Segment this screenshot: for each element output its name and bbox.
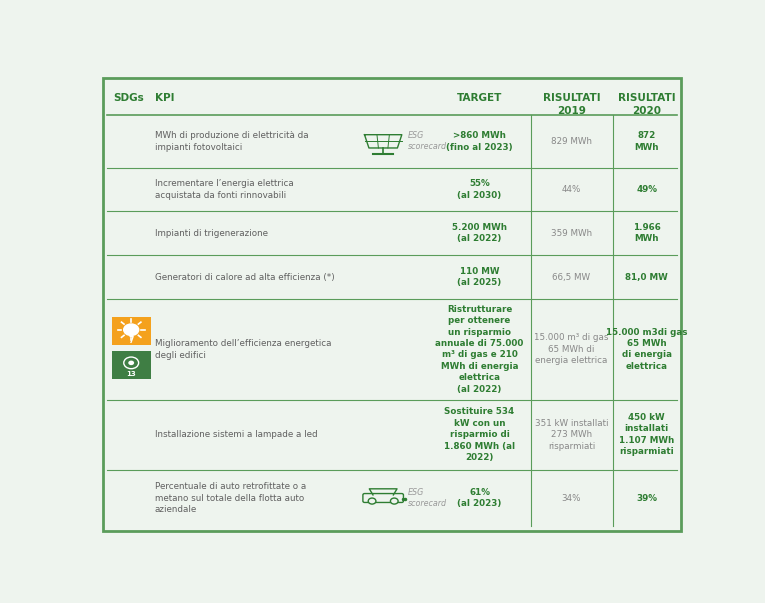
- FancyBboxPatch shape: [112, 317, 151, 345]
- Text: RISULTATI
2020: RISULTATI 2020: [618, 93, 675, 116]
- Circle shape: [368, 498, 376, 504]
- Text: 351 kW installati
273 MWh
risparmiati: 351 kW installati 273 MWh risparmiati: [535, 418, 608, 450]
- Text: 55%
(al 2030): 55% (al 2030): [457, 179, 502, 200]
- Text: 39%: 39%: [636, 493, 657, 502]
- Text: 110 MW
(al 2025): 110 MW (al 2025): [457, 267, 502, 287]
- Text: >860 MWh
(fino al 2023): >860 MWh (fino al 2023): [446, 131, 513, 151]
- Text: 44%: 44%: [562, 185, 581, 194]
- Text: 359 MWh: 359 MWh: [551, 229, 592, 238]
- Text: 872
MWh: 872 MWh: [634, 131, 659, 151]
- Text: Incrementare l’energia elettrica
acquistata da fonti rinnovabili: Incrementare l’energia elettrica acquist…: [155, 179, 294, 200]
- Text: ESG
scorecard: ESG scorecard: [408, 131, 448, 151]
- Text: 66,5 MW: 66,5 MW: [552, 273, 591, 282]
- Text: Installazione sistemi a lampade a led: Installazione sistemi a lampade a led: [155, 430, 317, 439]
- Text: 1.966
MWh: 1.966 MWh: [633, 223, 661, 244]
- Text: KPI: KPI: [155, 93, 174, 103]
- FancyBboxPatch shape: [112, 350, 151, 379]
- Circle shape: [123, 323, 139, 336]
- Text: 34%: 34%: [562, 493, 581, 502]
- Text: RISULTATI
2019: RISULTATI 2019: [542, 93, 601, 116]
- Text: 5.200 MWh
(al 2022): 5.200 MWh (al 2022): [452, 223, 507, 244]
- Text: MWh di produzione di elettricità da
impianti fotovoltaici: MWh di produzione di elettricità da impi…: [155, 131, 308, 152]
- Text: 61%
(al 2023): 61% (al 2023): [457, 488, 502, 508]
- Text: 49%: 49%: [636, 185, 657, 194]
- Text: Ristrutturare
per ottenere
un risparmio
annuale di 75.000
m³ di gas e 210
MWh di: Ristrutturare per ottenere un risparmio …: [435, 305, 524, 394]
- Text: 450 kW
installati
1.107 MWh
risparmiati: 450 kW installati 1.107 MWh risparmiati: [619, 413, 674, 456]
- Text: 829 MWh: 829 MWh: [551, 137, 592, 146]
- Text: TARGET: TARGET: [457, 93, 502, 103]
- Text: Sostituire 534
kW con un
risparmio di
1.860 MWh (al
2022): Sostituire 534 kW con un risparmio di 1.…: [444, 407, 515, 462]
- Text: ESG
scorecard: ESG scorecard: [408, 488, 448, 508]
- FancyBboxPatch shape: [103, 78, 682, 531]
- Text: 7: 7: [129, 336, 134, 346]
- Text: Impianti di trigenerazione: Impianti di trigenerazione: [155, 229, 268, 238]
- Text: SDGs: SDGs: [113, 93, 144, 103]
- Text: Percentuale di auto retrofittate o a
metano sul totale della flotta auto
azienda: Percentuale di auto retrofittate o a met…: [155, 482, 306, 514]
- Text: Generatori di calore ad alta efficienza (*): Generatori di calore ad alta efficienza …: [155, 273, 334, 282]
- Text: 13: 13: [126, 371, 136, 377]
- Text: Miglioramento dell’efficienza energetica
degli edifici: Miglioramento dell’efficienza energetica…: [155, 339, 331, 359]
- Circle shape: [390, 498, 398, 504]
- Text: 81,0 MW: 81,0 MW: [625, 273, 668, 282]
- Text: 15.000 m3di gas
65 MWh
di energia
elettrica: 15.000 m3di gas 65 MWh di energia elettr…: [606, 327, 688, 371]
- Circle shape: [129, 361, 134, 365]
- Text: 15.000 m³ di gas
65 MWh di
energia elettrica: 15.000 m³ di gas 65 MWh di energia elett…: [534, 333, 609, 365]
